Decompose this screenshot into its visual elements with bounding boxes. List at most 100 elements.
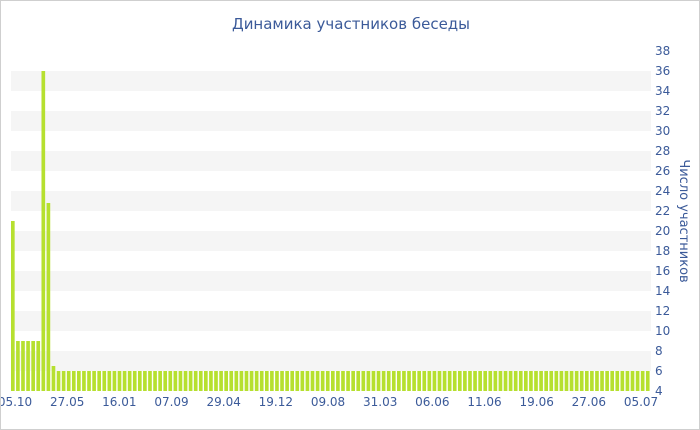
bar [295, 371, 300, 391]
bar [11, 221, 15, 391]
bar [325, 371, 330, 391]
bar [610, 371, 615, 391]
bar [315, 371, 320, 391]
bar [508, 371, 513, 391]
bars [11, 71, 650, 391]
grid-band [11, 151, 651, 171]
chart-title: Динамика участников беседы [232, 15, 470, 33]
bar [61, 371, 66, 391]
y-tick-label: 36 [655, 64, 670, 78]
bar [452, 371, 457, 391]
bar [168, 371, 173, 391]
x-tick-label: 19.06 [520, 395, 554, 409]
bar [102, 371, 107, 391]
bar [127, 371, 132, 391]
bar [183, 371, 188, 391]
bar [422, 371, 427, 391]
grid-band [11, 71, 651, 91]
bar [66, 371, 71, 391]
bar [554, 371, 559, 391]
bar [188, 371, 193, 391]
bar [112, 371, 117, 391]
y-tick-label: 12 [655, 304, 670, 318]
bar [549, 371, 554, 391]
bar [417, 371, 422, 391]
bar [219, 371, 223, 391]
bar [600, 371, 604, 391]
bar [397, 371, 401, 391]
bar [503, 371, 508, 391]
bar [137, 371, 142, 391]
bar [331, 371, 335, 391]
bar [234, 371, 239, 391]
grid-band [11, 351, 651, 371]
bar [493, 371, 498, 391]
bar [478, 371, 482, 391]
bar [483, 371, 488, 391]
bar [437, 371, 442, 391]
bar [97, 371, 102, 391]
bar [259, 371, 264, 391]
bar [529, 371, 533, 391]
bar [178, 371, 183, 391]
bar [198, 371, 203, 391]
bar [275, 371, 279, 391]
bar [432, 371, 437, 391]
bar [559, 371, 564, 391]
bar [264, 371, 269, 391]
bar [595, 371, 599, 391]
bar [158, 371, 162, 391]
bar [107, 371, 112, 391]
bar [300, 371, 305, 391]
bar [442, 371, 447, 391]
bar [87, 371, 91, 391]
grid-band [11, 271, 651, 291]
bar [513, 371, 518, 391]
bar [569, 371, 574, 391]
bar [630, 371, 635, 391]
grid-bands [11, 71, 651, 371]
bar [16, 341, 20, 391]
grid-band [11, 311, 651, 331]
bar [254, 371, 259, 391]
bar [41, 71, 46, 391]
bar [412, 371, 416, 391]
bar [26, 341, 30, 391]
y-tick-label: 10 [655, 324, 670, 338]
y-tick-label: 38 [655, 44, 670, 58]
bar [305, 371, 310, 391]
y-tick-label: 32 [655, 104, 670, 118]
bar [645, 371, 650, 391]
y-tick-label: 28 [655, 144, 670, 158]
bar [36, 341, 41, 391]
x-tick-label: 27.05 [50, 395, 84, 409]
bar [447, 371, 452, 391]
bar [21, 341, 25, 391]
y-tick-label: 6 [655, 364, 663, 378]
y-tick-label: 34 [655, 84, 670, 98]
bar [46, 203, 51, 391]
bar [132, 371, 137, 391]
bar [239, 371, 244, 391]
bar [163, 371, 168, 391]
bar [584, 371, 589, 391]
y-tick-label: 4 [655, 384, 663, 398]
bar [285, 371, 289, 391]
bar [407, 371, 411, 391]
bar [336, 371, 340, 391]
bar [620, 371, 625, 391]
bar [625, 371, 630, 391]
x-tick-label: 11.06 [467, 395, 501, 409]
bar [341, 371, 345, 391]
bar [122, 371, 127, 391]
bar [488, 371, 493, 391]
x-tick-label: 16.01 [102, 395, 136, 409]
bar [386, 371, 391, 391]
bar [473, 371, 477, 391]
x-tick-label: 27.06 [572, 395, 606, 409]
bar [518, 371, 523, 391]
bar [381, 371, 386, 391]
y-tick-label: 8 [655, 344, 663, 358]
